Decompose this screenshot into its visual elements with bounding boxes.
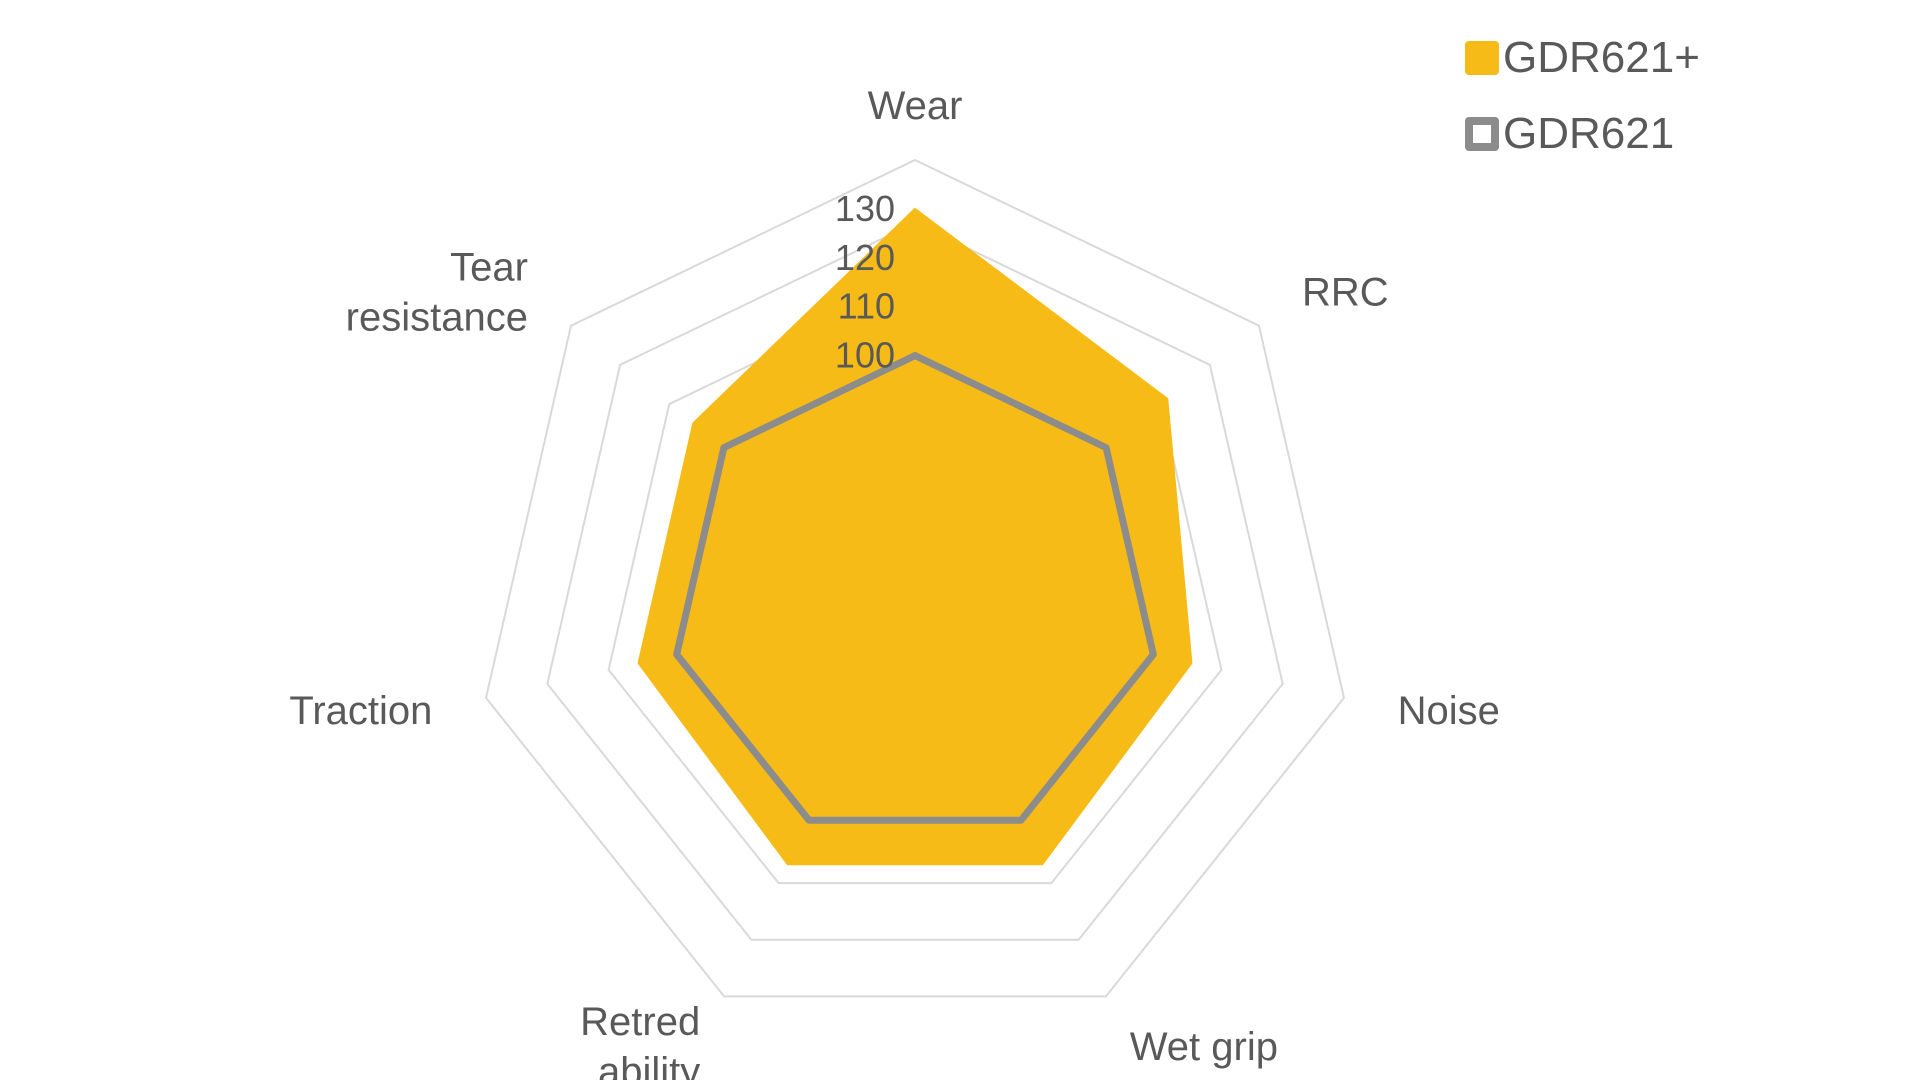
axis-label-line: RRC	[1302, 270, 1389, 314]
grid-ring	[546, 221, 1284, 941]
tick-label: 120	[835, 237, 895, 278]
legend-item-gdr621[interactable]: GDR621	[1465, 96, 1700, 172]
tick-label: 110	[838, 286, 895, 327]
axis-label: Noise	[1398, 689, 1500, 733]
tick-label: 100	[835, 335, 895, 376]
axis-label-line: Wear	[868, 84, 963, 128]
axis-label: Wear	[868, 84, 963, 128]
axis-label-line: Retred	[580, 1000, 700, 1044]
series-line-1	[673, 352, 1157, 824]
axis-label-line: ability	[598, 1050, 700, 1080]
axis-label: Tear resistance	[346, 245, 528, 339]
legend-label: GDR621	[1503, 109, 1675, 158]
legend: GDR621+ GDR621	[1465, 20, 1700, 172]
axis-label-line: Tear	[450, 245, 528, 289]
legend-item-gdr621-plus[interactable]: GDR621+	[1465, 20, 1700, 96]
legend-swatch-gdr621-plus	[1465, 41, 1499, 75]
axis-label-line: Traction	[289, 689, 432, 733]
legend-swatch-gdr621	[1465, 117, 1499, 151]
axis-label-line: Wet grip	[1130, 1025, 1278, 1069]
axis-label: Wet grip	[1130, 1025, 1278, 1069]
axis-label: Traction	[289, 689, 432, 733]
tick-label: 130	[835, 188, 895, 229]
axis-label: Retred ability	[580, 1000, 700, 1080]
grid-ring	[484, 158, 1346, 998]
legend-label: GDR621+	[1503, 33, 1700, 82]
axis-label: RRC	[1302, 270, 1389, 314]
axis-label-line: resistance	[346, 295, 528, 339]
axis-label-line: Noise	[1398, 689, 1500, 733]
series-area-0	[637, 207, 1193, 866]
